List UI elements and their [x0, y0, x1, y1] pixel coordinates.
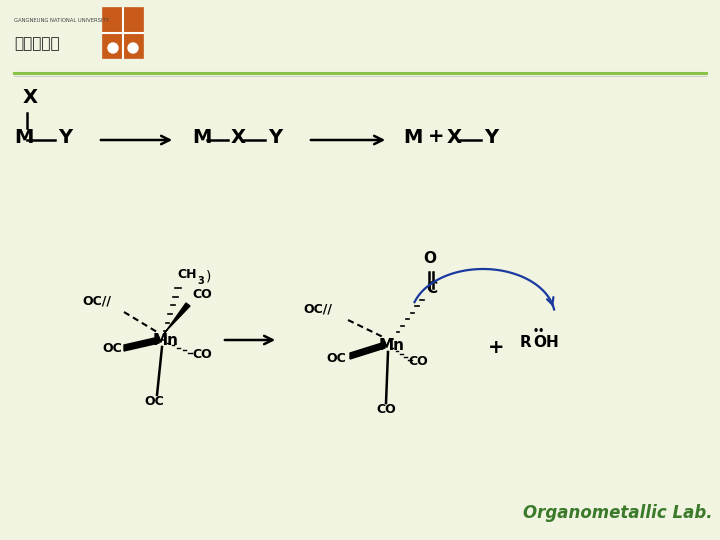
Polygon shape	[124, 337, 159, 351]
Circle shape	[128, 43, 138, 53]
Text: 3: 3	[197, 276, 204, 286]
Text: Y: Y	[268, 128, 282, 147]
Text: OC//: OC//	[82, 295, 111, 308]
Polygon shape	[164, 303, 190, 334]
Text: ••: ••	[533, 326, 545, 336]
Text: X: X	[447, 128, 462, 147]
Text: Mn: Mn	[153, 333, 179, 348]
Text: R: R	[520, 335, 532, 350]
Text: X: X	[23, 88, 38, 107]
Text: Y: Y	[484, 128, 498, 147]
Text: H: H	[546, 335, 559, 350]
Text: CH: CH	[177, 268, 197, 281]
Text: OC: OC	[326, 352, 346, 365]
Text: Organometallic Lab.: Organometallic Lab.	[523, 504, 713, 522]
Circle shape	[108, 43, 118, 53]
Text: O: O	[423, 251, 436, 266]
Text: C: C	[426, 281, 437, 296]
Text: O: O	[533, 335, 546, 350]
Text: OC//: OC//	[303, 302, 332, 315]
Text: M: M	[403, 128, 423, 147]
Text: ): )	[206, 270, 212, 284]
Text: Y: Y	[58, 128, 72, 147]
Text: X: X	[231, 128, 246, 147]
Polygon shape	[350, 342, 385, 359]
Text: CO: CO	[376, 403, 396, 416]
Text: CO: CO	[408, 355, 428, 368]
Text: 강릉대학교: 강릉대학교	[14, 36, 60, 51]
Text: GANGNEUNG NATIONAL UNIVERSITY: GANGNEUNG NATIONAL UNIVERSITY	[14, 18, 109, 23]
Text: M: M	[192, 128, 212, 147]
FancyBboxPatch shape	[103, 8, 143, 58]
Text: M: M	[14, 128, 33, 147]
Text: CO: CO	[192, 288, 212, 301]
Text: OC: OC	[102, 342, 122, 355]
Text: +: +	[487, 338, 504, 357]
Text: CO: CO	[192, 348, 212, 361]
Text: OC: OC	[144, 395, 163, 408]
Text: +: +	[428, 127, 444, 146]
Text: Mn: Mn	[379, 338, 405, 353]
